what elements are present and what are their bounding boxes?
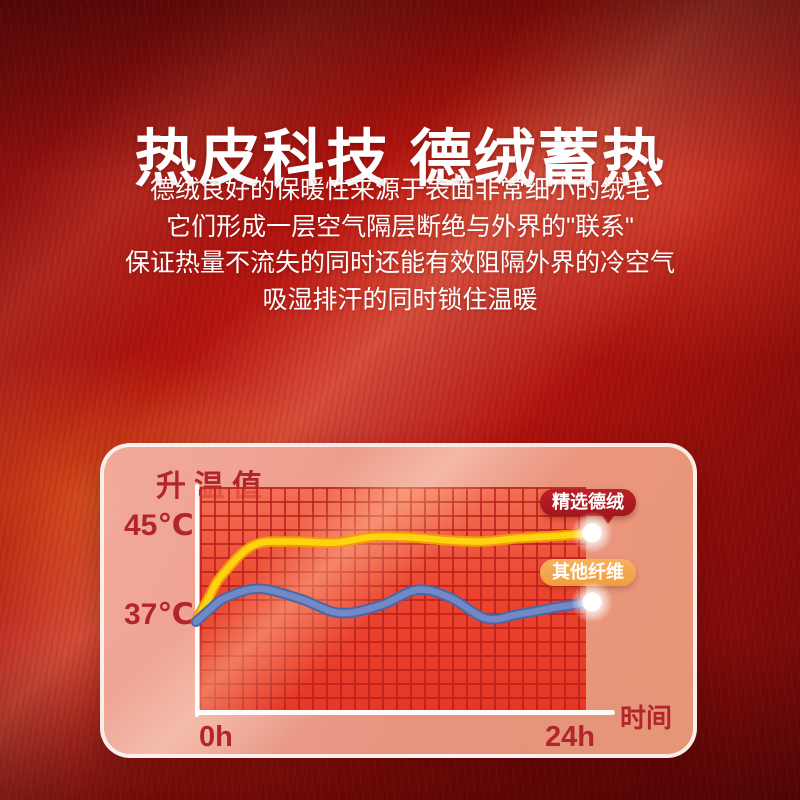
y-axis-line: [195, 484, 199, 717]
badge-pointer-triangle: [600, 513, 616, 524]
plot-grid-area: [200, 487, 586, 710]
page-title: 热皮科技 德绒蓄热: [134, 124, 666, 194]
description-line: 它们形成一层空气隔层断绝与外界的"联系": [166, 212, 634, 241]
description-line: 保证热量不流失的同时还能有效阻隔外界的冷空气: [124, 249, 675, 277]
chart-card: 升温值 45℃ 37℃ 0h 24h 时间 精选德绒 其他纤维: [100, 443, 697, 758]
description-block: 德绒良好的保暖性来源于表面非常细小的绒毛 它们形成一层空气隔层断绝与外界的"联系…: [0, 172, 800, 318]
y-tick-37: 37℃: [124, 598, 194, 631]
description-line: 吸湿排汗的同时锁住温暖: [262, 285, 538, 314]
series-badge-other: 其他纤维: [540, 559, 636, 586]
x-axis-title: 时间: [620, 703, 673, 733]
series-badge-devv: 精选德绒: [540, 489, 636, 516]
x-axis-line: [195, 710, 615, 715]
x-tick-0h: 0h: [199, 721, 233, 753]
y-tick-45: 45℃: [124, 509, 194, 542]
description-line: 德绒良好的保暖性来源于表面非常细小的绒毛: [149, 176, 650, 204]
x-tick-24h: 24h: [545, 721, 595, 753]
